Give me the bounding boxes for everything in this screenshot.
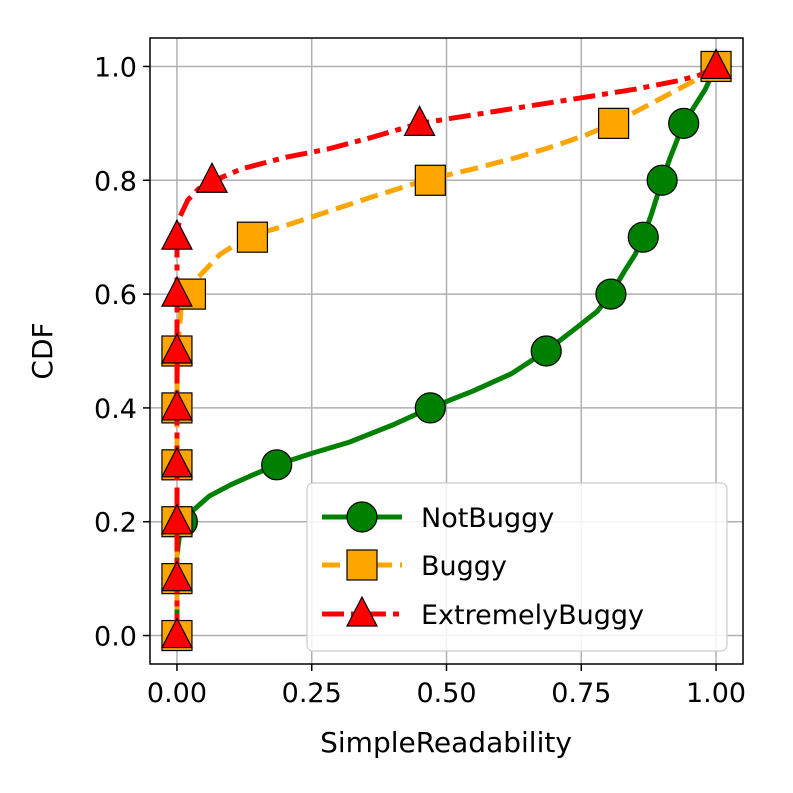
y-tick-label: 0.8: [94, 166, 137, 197]
legend-label-notbuggy: NotBuggy: [421, 503, 554, 534]
x-tick-label: 0.75: [551, 678, 611, 709]
x-tick-label: 1.00: [686, 678, 746, 709]
y-tick-label: 0.2: [94, 508, 137, 539]
data-point-extremelybuggy: [196, 161, 228, 193]
series-layer: [160, 48, 733, 652]
data-point-extremelybuggy: [160, 275, 193, 307]
data-point-notbuggy: [627, 221, 659, 253]
x-tick-label: 0.25: [282, 678, 342, 709]
x-tick-label: 0.00: [147, 678, 207, 709]
data-point-extremelybuggy: [160, 389, 193, 421]
legend-label-extremelybuggy: ExtremelyBuggy: [421, 600, 644, 631]
y-tick-label: 0.6: [94, 280, 137, 311]
legend-marker-extremelybuggy: [346, 595, 378, 627]
y-tick-label: 0.4: [94, 394, 137, 425]
legend-marker-notbuggy: [346, 501, 378, 533]
data-point-extremelybuggy: [160, 446, 193, 478]
x-tick-label: 0.50: [416, 678, 476, 709]
legend-marker-buggy: [346, 549, 378, 581]
data-point-extremelybuggy: [160, 503, 193, 535]
data-point-notbuggy: [595, 278, 627, 310]
legend: NotBuggy Buggy ExtremelyBuggy: [306, 482, 728, 652]
data-point-extremelybuggy: [700, 48, 733, 80]
data-point-extremelybuggy: [403, 105, 436, 136]
data-point-extremelybuggy: [160, 218, 193, 250]
data-point-buggy: [414, 164, 446, 196]
data-point-notbuggy: [646, 164, 678, 196]
x-axis-label: SimpleReadability: [320, 726, 572, 759]
legend-label-buggy: Buggy: [421, 551, 507, 582]
y-axis-label: CDF: [26, 322, 59, 379]
y-tick-label: 0.0: [94, 622, 137, 653]
data-point-notbuggy: [261, 449, 293, 481]
data-point-buggy: [598, 107, 630, 139]
data-point-notbuggy: [668, 107, 700, 139]
data-point-extremelybuggy: [160, 560, 193, 592]
y-tick-label: 1.0: [94, 52, 137, 83]
legend-box: [306, 482, 728, 652]
data-point-buggy: [236, 221, 269, 253]
data-point-notbuggy: [414, 392, 446, 424]
ticks: 0.00 0.25 0.50 0.75 1.00 0.0 0.2 0.4 0.6 0.8 1.0: [94, 52, 746, 709]
data-point-notbuggy: [530, 335, 562, 367]
series-extremelybuggy: [160, 48, 733, 649]
data-point-extremelybuggy: [160, 332, 193, 364]
series-line-extremelybuggy: [174, 64, 718, 636]
data-point-extremelybuggy: [160, 617, 193, 649]
series-line-buggy: [174, 64, 718, 636]
